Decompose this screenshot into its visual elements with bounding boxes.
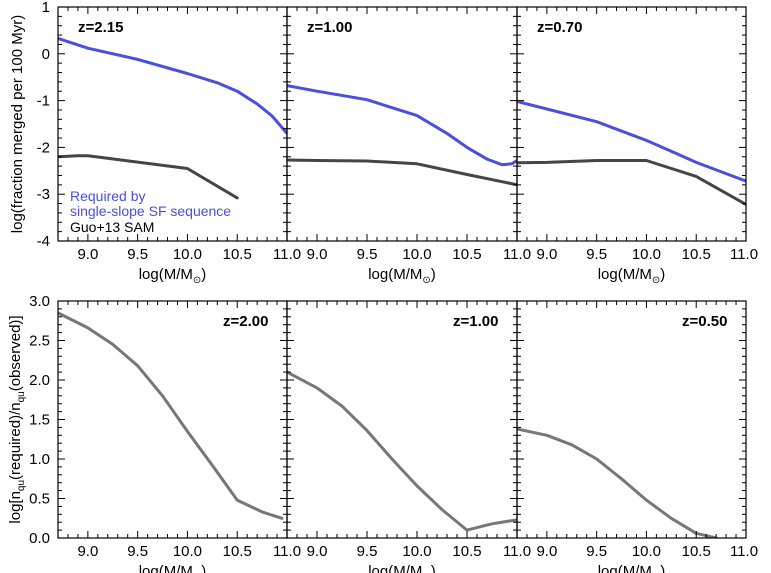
x-tick-label: 9.0 — [77, 246, 98, 263]
y-axis-label: log(fraction merged per 100 Myr) — [9, 15, 26, 233]
panel-bottom-1: 9.0 9.5 10.0 10.5 log(M/M⊙) 3.0 2.5 2.0 1.5 1.0 0.… — [7, 293, 288, 573]
x-tick-label: 9.0 — [536, 246, 557, 263]
plot-frame — [57, 300, 288, 539]
series-line-required — [287, 84, 517, 167]
x-axis-label: log(M/M⊙) — [139, 563, 207, 573]
panel-label: z=2.00 — [223, 313, 268, 330]
series-line-bottom-line — [287, 370, 517, 532]
y-tick-label: -4 — [37, 233, 50, 250]
panel-top-3: 11.0 9.0 9.5 10.0 10.5 11.0 log(M/M⊙) — [503, 6, 758, 286]
panel-label: z=1.00 — [453, 313, 498, 330]
y-tick-label: -3 — [37, 186, 50, 203]
x-tick-label: 10.0 — [173, 543, 202, 560]
panel-top-1: 9.0 9.5 10.0 10.5 log(M/M⊙) 1 0 -1 -2 -3 -4 log(fra… — [9, 0, 288, 286]
x-tick-label: 9.0 — [307, 246, 328, 263]
panel-label: z=0.70 — [537, 19, 582, 36]
plot-frame — [286, 6, 518, 242]
plot-frame — [516, 6, 747, 242]
x-tick-label: 10.0 — [402, 543, 431, 560]
x-axis-label: log(M/M⊙) — [368, 563, 436, 573]
x-tick-label: 10.0 — [402, 246, 431, 263]
y-tick-label: 0.0 — [29, 530, 50, 547]
panel-bottom-2: 11.0 9.0 9.5 10.0 10.5 log(M/M⊙) — [273, 300, 518, 573]
x-axis-label: log(M/M⊙) — [598, 266, 666, 286]
x-tick-label: 9.0 — [77, 543, 98, 560]
x-tick-label: 11.0 — [730, 246, 758, 263]
x-tick-label: 9.5 — [357, 543, 378, 560]
x-tick-label: 10.5 — [452, 246, 481, 263]
y-tick-label: 1.5 — [29, 412, 50, 429]
series-line-guo — [58, 154, 239, 200]
x-tick-label: 10.5 — [452, 543, 481, 560]
x-axis-label: log(M/M⊙) — [139, 266, 207, 286]
x-axis-label: log(M/M⊙) — [598, 563, 666, 573]
x-tick-label: 9.5 — [127, 543, 148, 560]
y-tick-label: 1.0 — [29, 451, 50, 468]
y-axis-label: log[nqu(required)/nqu(observed)] — [7, 315, 27, 523]
plot-frame — [516, 300, 747, 539]
x-tick-label: 11.0 — [503, 246, 531, 263]
y-tick-label: 0.5 — [29, 491, 50, 508]
x-axis-label: log(M/M⊙) — [368, 266, 436, 286]
y-tick-label: -2 — [37, 139, 50, 156]
panel-bottom-3: 11.0 9.0 9.5 10.0 10.5 11.0 log(M/M⊙) — [503, 300, 758, 573]
x-tick-label: 10.0 — [173, 246, 202, 263]
series-line-required — [58, 36, 287, 135]
y-tick-label: -1 — [37, 93, 50, 110]
x-tick-label: 11.0 — [273, 543, 301, 560]
x-tick-label: 10.0 — [632, 543, 661, 560]
series-line-bottom-line — [58, 311, 284, 520]
panel-top-2: 11.0 9.0 9.5 10.0 10.5 log(M/M⊙) — [273, 6, 518, 286]
x-tick-label: 11.0 — [503, 543, 531, 560]
panel-label: z=1.00 — [307, 19, 352, 36]
series-line-guo — [517, 159, 746, 206]
legend-entry-required: Required by — [70, 188, 146, 204]
y-tick-label: 2.5 — [29, 333, 50, 350]
y-tick-label: 0 — [42, 46, 50, 63]
x-tick-label: 10.5 — [223, 543, 252, 560]
panel-label: z=2.15 — [78, 19, 123, 36]
x-tick-label: 10.5 — [682, 543, 711, 560]
x-tick-label: 9.5 — [357, 246, 378, 263]
x-tick-label: 10.0 — [632, 246, 661, 263]
y-tick-label: 1 — [42, 0, 50, 16]
y-tick-label: 3.0 — [29, 293, 50, 310]
legend-entry-guo: Guo+13 SAM — [70, 219, 154, 235]
y-tick-label: 2.0 — [29, 372, 50, 389]
series-line-bottom-line — [517, 427, 718, 538]
x-tick-label: 9.5 — [127, 246, 148, 263]
x-tick-label: 9.0 — [536, 543, 557, 560]
plot-frame — [286, 300, 518, 539]
x-tick-label: 11.0 — [730, 543, 758, 560]
panel-label: z=0.50 — [682, 313, 727, 330]
x-tick-label: 9.5 — [586, 543, 607, 560]
x-tick-label: 9.0 — [307, 543, 328, 560]
x-tick-label: 10.5 — [682, 246, 711, 263]
x-tick-label: 9.5 — [586, 246, 607, 263]
x-tick-label: 10.5 — [223, 246, 252, 263]
series-line-guo — [287, 158, 517, 187]
x-tick-label: 11.0 — [273, 246, 301, 263]
legend-entry-required: single-slope SF sequence — [70, 203, 231, 219]
series-line-required — [517, 100, 746, 183]
